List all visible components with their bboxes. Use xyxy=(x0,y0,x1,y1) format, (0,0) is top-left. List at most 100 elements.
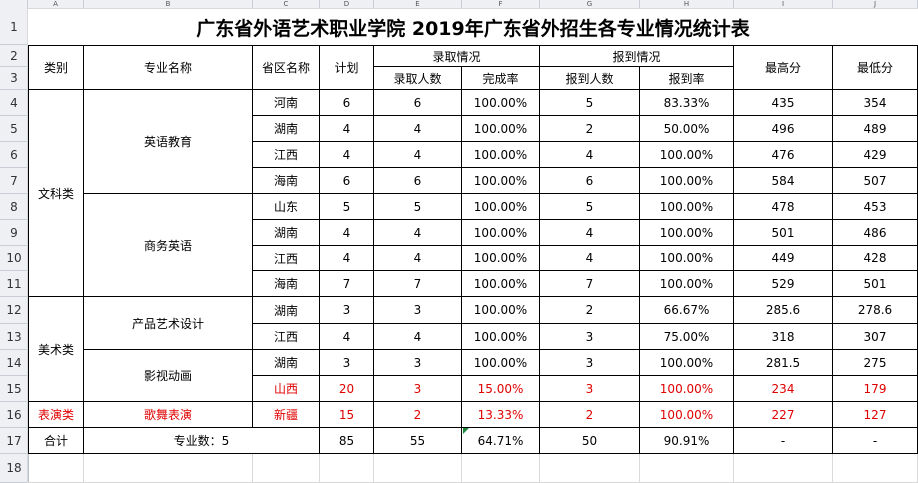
data-cell-min[interactable]: 507 xyxy=(833,168,918,194)
data-cell-province[interactable]: 湖南 xyxy=(253,220,320,246)
column-header-G[interactable]: G xyxy=(540,0,640,9)
data-cell-min[interactable]: 486 xyxy=(833,220,918,246)
data-cell-admitted[interactable]: 6 xyxy=(374,90,462,116)
data-cell-max[interactable]: 584 xyxy=(734,168,833,194)
data-cell-min[interactable]: 307 xyxy=(833,324,918,350)
data-cell-completion[interactable]: 100.00% xyxy=(462,142,540,168)
data-cell-province[interactable]: 湖南 xyxy=(253,116,320,142)
row-header-14[interactable]: 14 xyxy=(0,350,28,376)
header-min-score[interactable]: 最低分 xyxy=(833,45,918,90)
data-cell-report-rate[interactable]: 83.33% xyxy=(640,90,734,116)
row-header-12[interactable]: 12 xyxy=(0,297,28,324)
data-cell-admitted[interactable]: 4 xyxy=(374,220,462,246)
data-cell-province[interactable]: 河南 xyxy=(253,90,320,116)
data-cell-completion[interactable]: 100.00% xyxy=(462,350,540,376)
data-cell-admitted[interactable]: 7 xyxy=(374,271,462,297)
total-report-rate[interactable]: 90.91% xyxy=(640,428,734,454)
data-cell-reported[interactable]: 5 xyxy=(540,90,640,116)
data-cell-report-rate[interactable]: 100.00% xyxy=(640,271,734,297)
data-cell-max[interactable]: 496 xyxy=(734,116,833,142)
header-max-score[interactable]: 最高分 xyxy=(734,45,833,90)
data-cell-plan[interactable]: 5 xyxy=(320,194,374,220)
header-admitted[interactable]: 录取人数 xyxy=(374,67,462,90)
data-cell-report-rate[interactable]: 100.00% xyxy=(640,376,734,402)
data-cell-reported[interactable]: 4 xyxy=(540,246,640,271)
data-cell-report-rate[interactable]: 100.00% xyxy=(640,142,734,168)
data-cell-admitted[interactable]: 4 xyxy=(374,142,462,168)
row-header-2[interactable]: 2 xyxy=(0,45,28,67)
data-cell-plan[interactable]: 4 xyxy=(320,142,374,168)
data-cell-completion[interactable]: 100.00% xyxy=(462,90,540,116)
data-cell-admitted[interactable]: 4 xyxy=(374,246,462,271)
column-header-A[interactable]: A xyxy=(28,0,84,9)
header-plan[interactable]: 计划 xyxy=(320,45,374,90)
total-min[interactable]: - xyxy=(833,428,918,454)
total-admitted[interactable]: 55 xyxy=(374,428,462,454)
data-cell-max[interactable]: 435 xyxy=(734,90,833,116)
data-cell-plan[interactable]: 6 xyxy=(320,168,374,194)
row-header-1[interactable]: 1 xyxy=(0,9,28,45)
column-header-D[interactable]: D xyxy=(320,0,374,9)
data-cell-reported[interactable]: 5 xyxy=(540,194,640,220)
total-completion[interactable]: 64.71% xyxy=(462,428,540,454)
major-cell[interactable]: 商务英语 xyxy=(84,194,253,297)
total-max[interactable]: - xyxy=(734,428,833,454)
data-cell-completion[interactable]: 100.00% xyxy=(462,324,540,350)
data-cell-completion[interactable]: 100.00% xyxy=(462,246,540,271)
total-plan[interactable]: 85 xyxy=(320,428,374,454)
data-cell-report-rate[interactable]: 66.67% xyxy=(640,297,734,324)
major-cell[interactable]: 歌舞表演 xyxy=(84,402,253,428)
row-header-10[interactable]: 10 xyxy=(0,246,28,271)
header-major[interactable]: 专业名称 xyxy=(84,45,253,90)
data-cell-min[interactable]: 127 xyxy=(833,402,918,428)
data-cell-min[interactable]: 428 xyxy=(833,246,918,271)
data-cell-admitted[interactable]: 3 xyxy=(374,350,462,376)
data-cell-min[interactable]: 179 xyxy=(833,376,918,402)
data-cell-province[interactable]: 山西 xyxy=(253,376,320,402)
header-province[interactable]: 省区名称 xyxy=(253,45,320,90)
data-cell-province[interactable]: 湖南 xyxy=(253,297,320,324)
category-cell[interactable]: 文科类 xyxy=(28,90,84,297)
data-cell-reported[interactable]: 6 xyxy=(540,168,640,194)
data-cell-report-rate[interactable]: 100.00% xyxy=(640,350,734,376)
data-cell-admitted[interactable]: 5 xyxy=(374,194,462,220)
header-reported[interactable]: 报到人数 xyxy=(540,67,640,90)
data-cell-max[interactable]: 285.6 xyxy=(734,297,833,324)
row-header-13[interactable]: 13 xyxy=(0,324,28,350)
column-header-E[interactable]: E xyxy=(374,0,462,9)
data-cell-province[interactable]: 江西 xyxy=(253,246,320,271)
data-cell-province[interactable]: 海南 xyxy=(253,168,320,194)
data-cell-completion[interactable]: 100.00% xyxy=(462,271,540,297)
row-header-16[interactable]: 16 xyxy=(0,402,28,428)
data-cell-completion[interactable]: 100.00% xyxy=(462,220,540,246)
row-header-4[interactable]: 4 xyxy=(0,90,28,116)
data-cell-max[interactable]: 234 xyxy=(734,376,833,402)
column-header-I[interactable]: I xyxy=(734,0,833,9)
column-header-C[interactable]: C xyxy=(253,0,320,9)
data-cell-min[interactable]: 354 xyxy=(833,90,918,116)
category-cell[interactable]: 美术类 xyxy=(28,297,84,402)
data-cell-report-rate[interactable]: 100.00% xyxy=(640,194,734,220)
data-cell-report-rate[interactable]: 100.00% xyxy=(640,402,734,428)
data-cell-plan[interactable]: 3 xyxy=(320,350,374,376)
data-cell-report-rate[interactable]: 100.00% xyxy=(640,220,734,246)
data-cell-min[interactable]: 429 xyxy=(833,142,918,168)
data-cell-min[interactable]: 501 xyxy=(833,271,918,297)
data-cell-plan[interactable]: 4 xyxy=(320,116,374,142)
major-cell[interactable]: 产品艺术设计 xyxy=(84,297,253,350)
data-cell-min[interactable]: 453 xyxy=(833,194,918,220)
data-cell-province[interactable]: 江西 xyxy=(253,142,320,168)
data-cell-max[interactable]: 318 xyxy=(734,324,833,350)
header-completion[interactable]: 完成率 xyxy=(462,67,540,90)
data-cell-completion[interactable]: 15.00% xyxy=(462,376,540,402)
row-header-15[interactable]: 15 xyxy=(0,376,28,402)
data-cell-plan[interactable]: 15 xyxy=(320,402,374,428)
row-header-8[interactable]: 8 xyxy=(0,194,28,220)
data-cell-min[interactable]: 278.6 xyxy=(833,297,918,324)
data-cell-reported[interactable]: 4 xyxy=(540,220,640,246)
data-cell-min[interactable]: 489 xyxy=(833,116,918,142)
column-header-H[interactable]: H xyxy=(640,0,734,9)
row-header-17[interactable]: 17 xyxy=(0,428,28,454)
data-cell-report-rate[interactable]: 75.00% xyxy=(640,324,734,350)
data-cell-province[interactable]: 山东 xyxy=(253,194,320,220)
